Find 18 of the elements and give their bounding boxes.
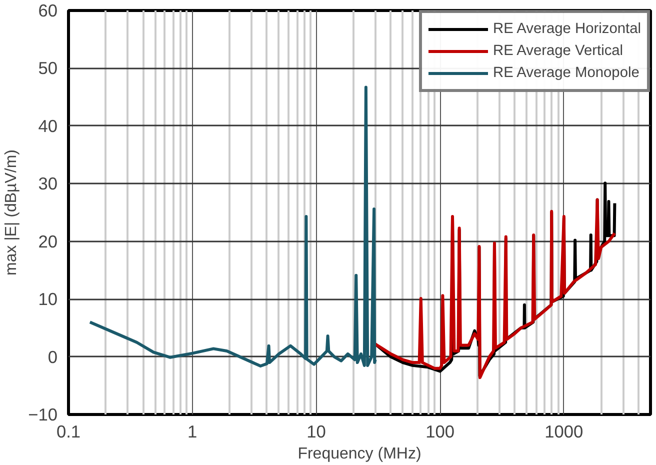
x-axis-title: Frequency (MHz)	[298, 446, 422, 462]
y-tick-label: 60	[38, 0, 58, 20]
x-tick-label: 1000	[544, 422, 584, 442]
y-tick-label: −10	[28, 404, 58, 424]
y-tick-label: 20	[38, 231, 58, 252]
x-tick-label: 100	[426, 422, 455, 442]
y-axis-title: max |E| (dBµV/m)	[3, 149, 20, 276]
legend-label: RE Average Vertical	[492, 43, 624, 59]
x-tick-label: 10	[306, 422, 326, 442]
x-tick-label: 1	[188, 422, 198, 442]
y-tick-label: 30	[38, 174, 58, 194]
y-tick-label: 40	[38, 116, 58, 136]
y-tick-label: 10	[38, 289, 58, 310]
y-tick-label: 0	[48, 346, 58, 367]
legend-label: RE Average Monopole	[492, 65, 640, 81]
x-tick-label: 0.1	[56, 422, 81, 442]
y-tick-label: 50	[38, 58, 58, 78]
legend-label: RE Average Horizontal	[492, 21, 641, 37]
